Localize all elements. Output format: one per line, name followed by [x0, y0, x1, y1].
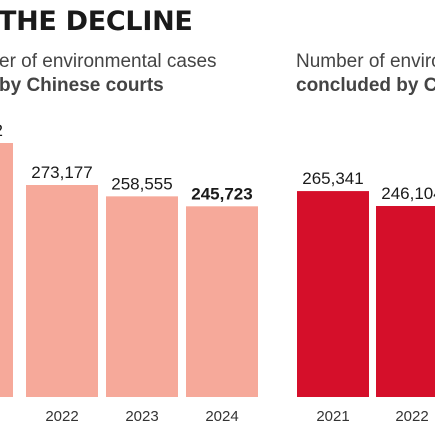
bar-0-2024 [186, 206, 258, 397]
bar-0-2023 [106, 196, 178, 397]
left-subtitle-line2: by Chinese courts [0, 75, 164, 96]
x-tick-label-1-2021: 2021 [316, 408, 349, 425]
value-label-0-2023: 258,555 [111, 174, 172, 193]
x-tick-label-0-2024: 2024 [205, 408, 238, 425]
bar-0-2021 [0, 143, 13, 397]
value-label-1-2021: 265,341 [302, 169, 363, 188]
x-tick-label-1-2022: 2022 [395, 408, 428, 425]
left-subtitle-line1: er of environmental cases [0, 51, 217, 72]
value-label-0-2021: 2 [0, 121, 3, 140]
right-subtitle-line2: concluded by Ch [296, 75, 435, 96]
bar-1-2021 [297, 191, 369, 397]
value-label-1-2022: 246,104 [381, 184, 435, 203]
value-label-0-2022: 273,177 [31, 163, 92, 182]
value-label-0-2024: 245,723 [191, 184, 252, 203]
x-tick-label-0-2022: 2022 [45, 408, 78, 425]
bar-1-2022 [376, 206, 435, 397]
bar-0-2022 [26, 185, 98, 397]
x-tick-label-0-2023: 2023 [125, 408, 158, 425]
right-subtitle-line1: Number of enviro [296, 51, 435, 72]
chart-title: THE DECLINE [0, 6, 193, 37]
